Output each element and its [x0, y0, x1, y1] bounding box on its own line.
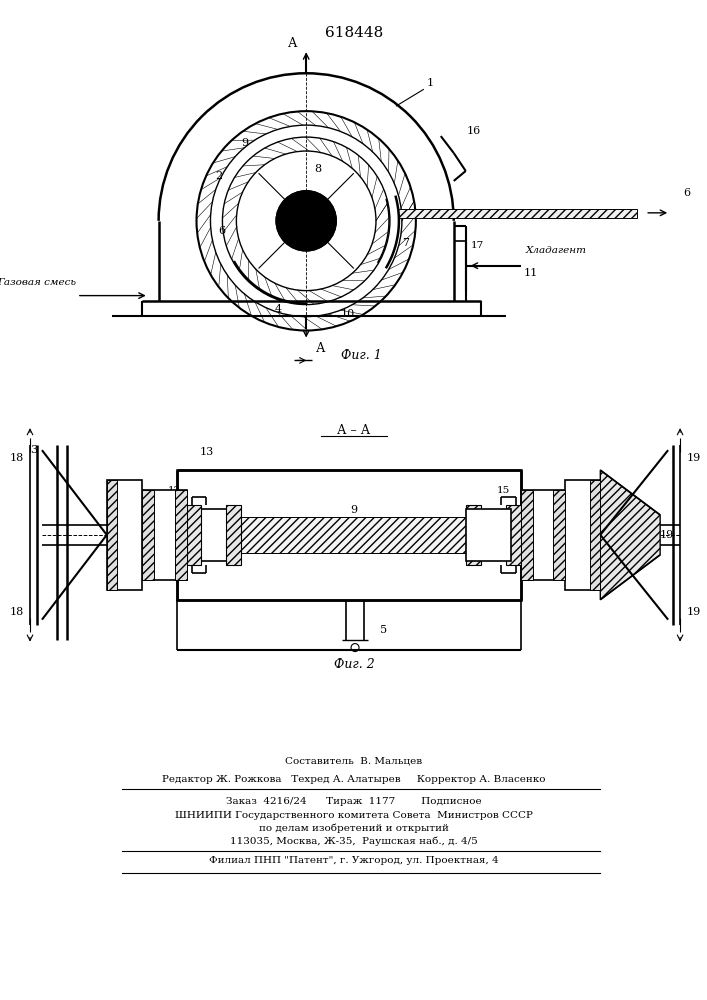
- Text: 1: 1: [426, 78, 433, 88]
- Bar: [466, 509, 510, 561]
- Text: 9: 9: [351, 505, 358, 515]
- Text: 13: 13: [199, 447, 214, 457]
- Text: Заказ  4216/24      Тираж  1177        Подписное: Заказ 4216/24 Тираж 1177 Подписное: [226, 797, 482, 806]
- Text: 18: 18: [10, 453, 24, 463]
- Bar: [520, 490, 532, 580]
- Text: А: А: [315, 342, 325, 355]
- Circle shape: [276, 191, 336, 251]
- Bar: [107, 480, 141, 590]
- Text: 19: 19: [687, 607, 701, 617]
- Text: 113035, Москва, Ж-35,  Раушская наб., д. 4/5: 113035, Москва, Ж-35, Раушская наб., д. …: [230, 836, 478, 846]
- Text: 15: 15: [497, 486, 510, 495]
- Bar: [107, 480, 117, 590]
- Text: 5: 5: [380, 625, 387, 635]
- Bar: [566, 480, 600, 590]
- Bar: [187, 509, 231, 561]
- Text: Фиг. 2: Фиг. 2: [334, 658, 375, 671]
- Text: 18: 18: [10, 607, 24, 617]
- Text: 12: 12: [168, 486, 181, 495]
- Text: Хладагент: Хладагент: [525, 246, 587, 255]
- Text: 6: 6: [684, 188, 691, 198]
- Bar: [201, 517, 496, 553]
- Text: Фиг. 1: Фиг. 1: [341, 349, 381, 362]
- Text: Составитель  В. Мальцев: Составитель В. Мальцев: [286, 757, 423, 766]
- Text: Филиал ПНП "Патент", г. Ужгород, ул. Проектная, 4: Филиал ПНП "Патент", г. Ужгород, ул. Про…: [209, 856, 499, 865]
- Text: 7: 7: [402, 238, 409, 248]
- Text: 6: 6: [218, 226, 225, 236]
- Text: 4: 4: [275, 304, 282, 314]
- Text: 19: 19: [660, 530, 674, 540]
- Text: А: А: [288, 37, 297, 50]
- Text: ШНИИПИ Государственного комитета Совета  Министров СССР: ШНИИПИ Государственного комитета Совета …: [175, 811, 533, 820]
- Bar: [141, 490, 187, 580]
- Text: 3: 3: [30, 445, 37, 455]
- Text: 618448: 618448: [325, 26, 383, 40]
- Bar: [187, 505, 201, 565]
- Text: 2: 2: [215, 171, 222, 181]
- Polygon shape: [600, 470, 660, 600]
- Bar: [141, 490, 153, 580]
- Text: по делам изобретений и открытий: по делам изобретений и открытий: [259, 823, 449, 833]
- Bar: [520, 490, 566, 580]
- Text: 9: 9: [241, 138, 248, 148]
- Text: 8: 8: [315, 164, 322, 174]
- Bar: [590, 480, 600, 590]
- Text: А – А: А – А: [337, 424, 370, 437]
- Text: 10: 10: [341, 309, 355, 319]
- Text: 17: 17: [471, 241, 484, 250]
- Text: 11: 11: [524, 268, 538, 278]
- Text: Редактор Ж. Рожкова   Техред А. Алатырев     Корректор А. Власенко: Редактор Ж. Рожкова Техред А. Алатырев К…: [163, 775, 546, 784]
- Bar: [175, 490, 187, 580]
- Text: 16: 16: [467, 126, 481, 136]
- Bar: [466, 505, 481, 565]
- Text: Газовая смесь: Газовая смесь: [0, 278, 76, 287]
- Text: 19: 19: [687, 453, 701, 463]
- Bar: [398, 209, 637, 218]
- Bar: [226, 505, 241, 565]
- Text: 14: 14: [208, 540, 221, 549]
- Bar: [506, 505, 520, 565]
- Bar: [554, 490, 566, 580]
- Bar: [177, 470, 520, 600]
